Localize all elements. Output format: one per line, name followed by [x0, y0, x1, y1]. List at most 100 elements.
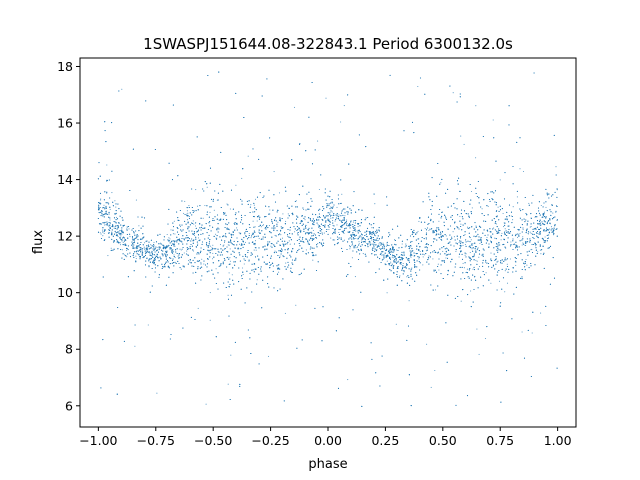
data-point — [227, 294, 229, 296]
data-point — [144, 248, 146, 250]
data-point — [268, 225, 270, 227]
data-point — [195, 189, 197, 191]
data-point — [293, 106, 296, 108]
data-point — [418, 220, 420, 222]
data-point — [169, 238, 171, 240]
data-point — [223, 241, 226, 243]
data-point — [256, 220, 258, 222]
data-point — [497, 260, 499, 262]
data-point — [267, 355, 270, 357]
data-point — [278, 271, 280, 273]
data-point — [329, 211, 331, 214]
data-point — [253, 249, 255, 251]
data-point — [248, 232, 250, 235]
data-point — [550, 226, 553, 228]
data-point — [349, 248, 351, 250]
data-point — [235, 184, 237, 186]
data-point — [229, 208, 231, 210]
data-point — [243, 263, 245, 265]
data-point — [555, 166, 557, 168]
data-point — [526, 264, 528, 266]
data-point — [463, 143, 465, 145]
data-point — [155, 246, 157, 248]
data-point — [98, 206, 100, 208]
data-point — [418, 258, 420, 260]
data-point — [530, 232, 532, 234]
data-point — [170, 229, 172, 231]
data-point — [168, 237, 170, 239]
data-point — [478, 256, 480, 258]
data-point — [134, 345, 136, 347]
data-point — [212, 244, 214, 246]
data-point — [229, 248, 231, 250]
data-point — [338, 231, 340, 234]
data-point — [277, 221, 279, 223]
data-point — [307, 241, 309, 244]
data-point — [99, 206, 101, 209]
data-point — [179, 226, 182, 228]
data-point — [521, 331, 523, 333]
data-point — [103, 224, 106, 226]
data-point — [274, 250, 276, 252]
data-point — [295, 200, 297, 202]
data-point — [332, 224, 334, 226]
data-point — [358, 243, 360, 245]
data-point — [119, 244, 122, 246]
data-point — [405, 243, 407, 245]
data-point — [351, 257, 353, 259]
data-point — [434, 369, 436, 372]
data-point — [352, 221, 354, 223]
data-point — [197, 237, 200, 239]
data-point — [406, 276, 408, 278]
data-point — [339, 228, 341, 230]
data-point — [174, 245, 176, 247]
data-point — [347, 379, 349, 381]
data-point — [250, 204, 252, 206]
data-point — [464, 234, 466, 236]
data-point — [188, 216, 191, 218]
data-point — [537, 232, 539, 234]
data-point — [445, 235, 447, 237]
data-point — [343, 232, 345, 234]
data-point — [284, 312, 286, 314]
data-point — [256, 279, 258, 281]
data-point — [334, 230, 336, 232]
data-point — [455, 250, 457, 252]
data-point — [382, 242, 384, 244]
data-point — [288, 207, 290, 209]
data-point — [271, 243, 273, 245]
data-point — [126, 228, 128, 230]
data-point — [330, 237, 332, 239]
data-point — [204, 204, 206, 207]
data-point — [500, 239, 502, 241]
data-point — [209, 292, 211, 294]
data-point — [227, 244, 229, 246]
data-point — [254, 240, 257, 242]
data-point — [117, 235, 119, 237]
data-point — [281, 237, 284, 239]
data-point — [391, 264, 393, 266]
data-point — [510, 215, 512, 217]
data-point — [212, 252, 214, 254]
data-point — [411, 267, 413, 269]
data-point — [215, 237, 217, 239]
data-point — [144, 242, 146, 244]
data-point — [423, 254, 425, 256]
data-point — [512, 219, 514, 221]
data-point — [227, 383, 229, 385]
data-point — [334, 239, 336, 241]
data-point — [373, 239, 375, 241]
data-point — [254, 226, 256, 228]
data-point — [426, 343, 428, 345]
data-point — [360, 236, 362, 238]
data-point — [279, 255, 281, 257]
data-point — [478, 266, 481, 268]
data-point — [183, 212, 185, 214]
data-point — [385, 245, 387, 247]
data-point — [230, 239, 232, 241]
data-point — [166, 233, 168, 236]
data-point — [269, 209, 271, 211]
data-point — [458, 241, 460, 244]
data-point — [144, 247, 146, 249]
data-point — [355, 237, 357, 240]
